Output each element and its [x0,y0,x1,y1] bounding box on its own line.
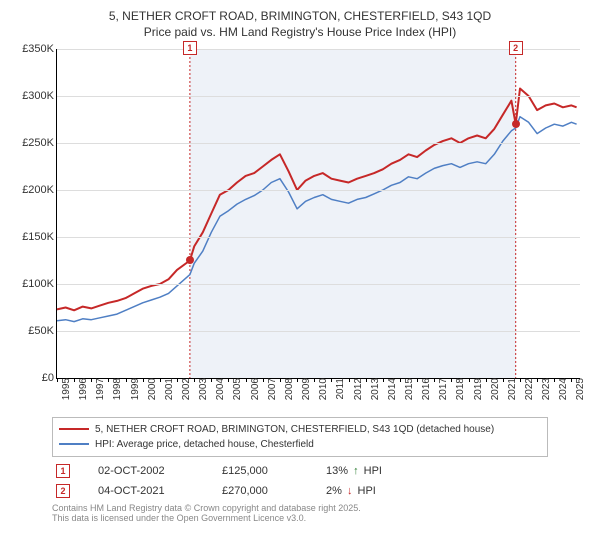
legend: 5, NETHER CROFT ROAD, BRIMINGTON, CHESTE… [52,417,548,457]
x-axis-label: 2019 [469,378,484,400]
chart-lines-svg [57,49,580,378]
marker-dot-2 [512,120,520,128]
marker-pct: 2% ↓ HPI [326,485,376,497]
legend-row: 5, NETHER CROFT ROAD, BRIMINGTON, CHESTE… [59,422,541,437]
legend-label: 5, NETHER CROFT ROAD, BRIMINGTON, CHESTE… [95,422,494,437]
x-axis-label: 2002 [177,378,192,400]
marker-badge-table: 2 [56,484,70,498]
y-axis-label: £50K [28,325,57,337]
footer-copyright: Contains HM Land Registry data © Crown c… [52,503,590,513]
marker-price: £270,000 [222,485,298,497]
legend-row: HPI: Average price, detached house, Ches… [59,437,541,452]
marker-date: 02-OCT-2002 [98,465,194,477]
marker-table: 1 02-OCT-2002 £125,000 13% ↑ HPI 2 04-OCT-202… [52,461,548,501]
gridline-h [57,49,580,50]
gridline-h [57,331,580,332]
x-axis-label: 2000 [143,378,158,400]
marker-pct: 13% ↑ HPI [326,465,382,477]
x-axis-label: 1998 [108,378,123,400]
x-axis-label: 2008 [280,378,295,400]
marker-price: £125,000 [222,465,298,477]
gridline-h [57,143,580,144]
x-axis-label: 1996 [74,378,89,400]
x-axis-label: 2001 [160,378,175,400]
x-axis-label: 2006 [246,378,261,400]
x-axis-label: 2016 [417,378,432,400]
y-axis-label: £0 [42,372,57,384]
chart: £0 £50K £100K £150K £200K £250K £300K £350K 1995… [10,43,590,413]
gridline-h [57,237,580,238]
x-axis-label: 2014 [383,378,398,400]
x-axis-label: 2011 [331,378,346,400]
page-subtitle: Price paid vs. HM Land Registry's House … [10,25,590,39]
marker-badge-1: 1 [183,41,197,55]
x-axis-label: 2005 [228,378,243,400]
x-axis-label: 2013 [366,378,381,400]
marker-badge-table: 1 [56,464,70,478]
marker-date: 04-OCT-2021 [98,485,194,497]
x-axis-label: 1995 [57,378,72,400]
chart-container: 5, NETHER CROFT ROAD, BRIMINGTON, CHESTE… [0,0,600,560]
legend-swatch [59,428,89,430]
x-axis-label: 1999 [126,378,141,400]
x-axis-label: 2024 [554,378,569,400]
series-hpi [57,116,577,321]
x-axis-label: 2004 [211,378,226,400]
footer-license: This data is licensed under the Open Gov… [52,513,590,523]
y-axis-label: £150K [22,231,57,243]
arrow-up-icon: ↑ [353,465,359,477]
legend-swatch [59,443,89,445]
arrow-down-icon: ↓ [347,485,353,497]
marker-dot-1 [186,256,194,264]
x-axis-label: 2009 [297,378,312,400]
x-axis-label: 2010 [314,378,329,400]
y-axis-label: £100K [22,278,57,290]
y-axis-label: £300K [22,90,57,102]
series-property [57,88,577,310]
x-axis-label: 2021 [503,378,518,400]
y-axis-label: £350K [22,43,57,55]
x-axis-label: 2015 [400,378,415,400]
x-axis-label: 2017 [434,378,449,400]
x-axis-label: 2023 [537,378,552,400]
legend-label: HPI: Average price, detached house, Ches… [95,437,314,452]
plot-area: £0£50K£100K£150K£200K£250K£300K£350K1995… [56,49,580,379]
x-axis-label: 2007 [263,378,278,400]
y-axis-label: £250K [22,137,57,149]
x-axis-label: 2025 [571,378,586,400]
x-axis-label: 1997 [91,378,106,400]
x-axis-label: 2020 [486,378,501,400]
marker-row: 1 02-OCT-2002 £125,000 13% ↑ HPI [52,461,548,481]
marker-row: 2 04-OCT-2021 £270,000 2% ↓ HPI [52,481,548,501]
gridline-h [57,96,580,97]
x-axis-label: 2003 [194,378,209,400]
marker-badge-2: 2 [509,41,523,55]
y-axis-label: £200K [22,184,57,196]
gridline-h [57,284,580,285]
x-axis-label: 2018 [451,378,466,400]
gridline-h [57,190,580,191]
x-axis-label: 2022 [520,378,535,400]
x-axis-label: 2012 [349,378,364,400]
page-title: 5, NETHER CROFT ROAD, BRIMINGTON, CHESTE… [10,8,590,25]
